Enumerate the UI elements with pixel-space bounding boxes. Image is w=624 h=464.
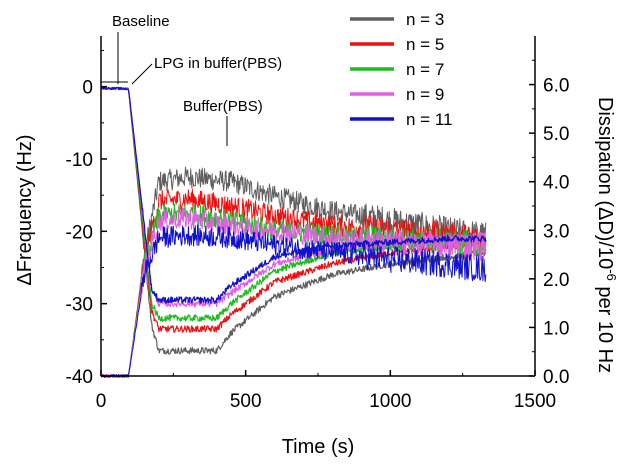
annotation-buffer: Buffer(PBS) bbox=[183, 98, 263, 115]
x-tick-label-1: 500 bbox=[230, 391, 262, 412]
legend-label-n-9: n = 9 bbox=[406, 85, 444, 104]
series-n-5-frequency-line bbox=[100, 86, 487, 333]
y-left-tick-label-0: -40 bbox=[66, 367, 93, 388]
x-tick-label-2: 1000 bbox=[369, 391, 411, 412]
series-n-11-frequency-line bbox=[100, 86, 487, 304]
y-left-tick-label-4: 0 bbox=[82, 78, 93, 99]
legend-label-n-11: n = 11 bbox=[406, 110, 452, 129]
series-n-5-frequency bbox=[100, 86, 487, 333]
annotation-lpg: LPG in buffer(PBS) bbox=[154, 55, 282, 72]
legend-label-n-5: n = 5 bbox=[406, 35, 444, 54]
y-right-tick-label-1: 1.0 bbox=[543, 318, 569, 339]
legend-label-n-7: n = 7 bbox=[406, 60, 444, 79]
ticks-layer: 0 500 1000 1500 -40 -30 -20 -10 0 0.0 1.0 2.0 3.0 4.0… bbox=[66, 49, 569, 412]
y-right-tick-label-2: 2.0 bbox=[543, 270, 569, 291]
y-left-tick-label-2: -20 bbox=[66, 222, 93, 243]
legend-label-n-3: n = 3 bbox=[406, 10, 444, 29]
y-right-tick-label-0: 0.0 bbox=[543, 367, 569, 388]
x-tick-label-3: 1500 bbox=[514, 391, 556, 412]
y-left-tick-label-3: -10 bbox=[66, 150, 93, 171]
y-right-axis-title: Dissipation (ΔD)/10-6 per 10 Hz bbox=[594, 97, 619, 373]
series-n-3-dissipation-line bbox=[100, 166, 487, 378]
y-left-tick-label-1: -30 bbox=[66, 295, 93, 316]
x-axis-title: Time (s) bbox=[282, 436, 355, 458]
series-n-3-dissipation bbox=[100, 166, 487, 378]
annotation-lpg-leader bbox=[131, 63, 153, 85]
x-tick-label-0: 0 bbox=[96, 391, 107, 412]
y-right-tick-label-6: 6.0 bbox=[543, 76, 569, 97]
y-right-tick-label-5: 5.0 bbox=[543, 124, 569, 145]
series-n-9-dissipation-line bbox=[100, 207, 487, 378]
series-n-9-dissipation bbox=[100, 207, 487, 378]
legend: n = 3 n = 5 n = 7 n = 9 n = 11 bbox=[350, 10, 452, 129]
y-right-tick-label-4: 4.0 bbox=[543, 173, 569, 194]
series-layer bbox=[100, 86, 487, 378]
series-n-11-frequency bbox=[100, 86, 487, 304]
series-n-11-dissipation-line bbox=[100, 224, 487, 378]
y-right-tick-label-3: 3.0 bbox=[543, 221, 569, 242]
annotation-layer: Baseline LPG in buffer(PBS) Buffer(PBS) bbox=[101, 13, 282, 146]
series-n-11-dissipation bbox=[100, 224, 487, 378]
annotation-baseline: Baseline bbox=[112, 13, 170, 30]
y-left-axis-title: ΔFrequency (Hz) bbox=[14, 134, 36, 285]
